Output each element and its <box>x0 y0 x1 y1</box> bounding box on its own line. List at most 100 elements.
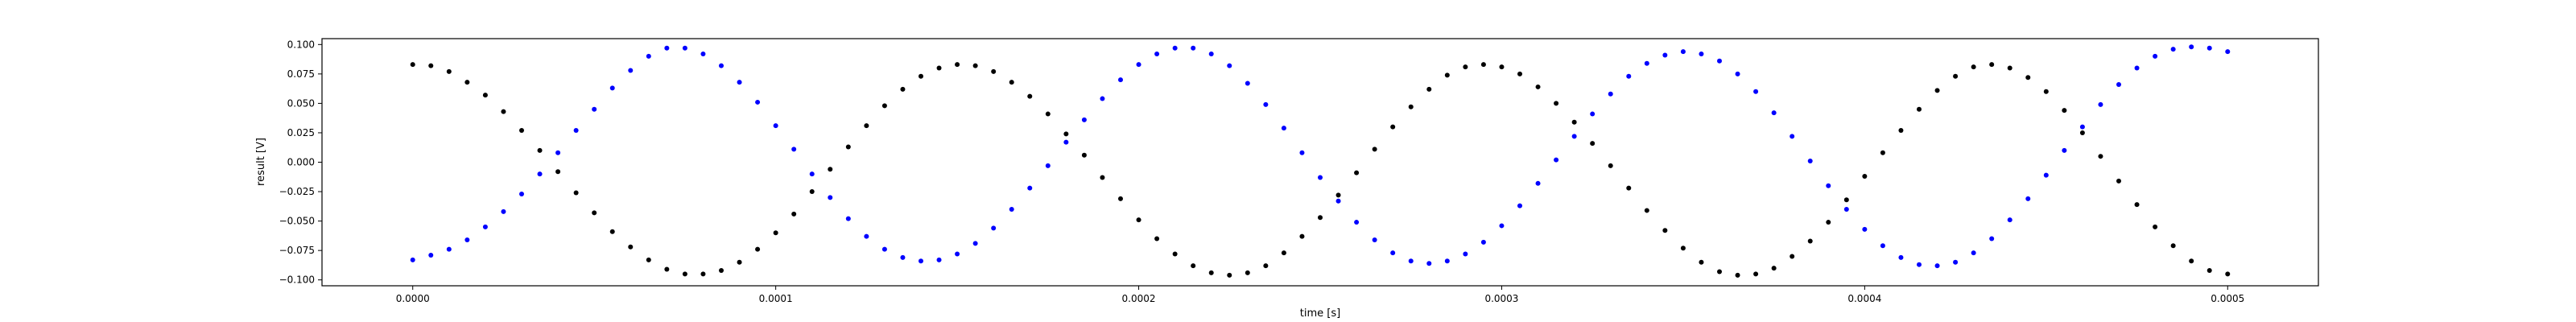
data-point <box>628 244 634 250</box>
data-point <box>1318 215 1323 221</box>
y-tick-label: −0.100 <box>279 275 315 286</box>
data-point <box>1880 243 1885 249</box>
x-tick-label: 0.0005 <box>2211 293 2244 304</box>
data-point <box>1499 64 1505 70</box>
data-point <box>936 257 942 262</box>
data-point <box>1100 175 1105 180</box>
data-point <box>955 62 960 68</box>
data-point <box>1100 96 1105 101</box>
data-point <box>2116 178 2121 184</box>
x-axis-title: time [s] <box>1300 308 1340 320</box>
data-point <box>1118 196 1123 201</box>
data-point <box>1717 58 1722 64</box>
y-tick-label: −0.025 <box>279 186 315 197</box>
data-point <box>1989 62 1995 68</box>
data-point <box>1390 250 1396 256</box>
data-point <box>573 190 579 196</box>
data-point <box>519 191 524 196</box>
data-point <box>1843 206 1849 212</box>
data-point <box>664 266 670 272</box>
data-point <box>1771 266 1777 271</box>
data-point <box>1517 71 1522 76</box>
data-point <box>2079 124 2085 130</box>
data-point <box>1608 91 1613 97</box>
data-point <box>2153 53 2158 59</box>
data-point <box>1136 62 1141 68</box>
data-point <box>1771 110 1777 116</box>
data-point <box>845 144 851 150</box>
data-point <box>2043 89 2049 94</box>
data-point <box>592 106 597 112</box>
data-point <box>1934 263 1940 269</box>
data-point <box>1063 131 1069 137</box>
data-point <box>1953 73 1959 79</box>
data-point <box>936 65 942 71</box>
data-point <box>1753 89 1759 94</box>
data-point <box>1590 111 1596 117</box>
data-point <box>2153 224 2158 229</box>
data-point <box>1971 64 1976 70</box>
data-point <box>1335 192 1341 198</box>
y-tick-label: −0.050 <box>279 216 315 227</box>
data-point <box>1898 254 1904 260</box>
data-point <box>1009 80 1014 85</box>
data-point <box>1390 124 1396 130</box>
data-point <box>1354 220 1360 225</box>
data-point <box>864 123 869 129</box>
data-point <box>1880 150 1885 155</box>
data-point <box>1934 88 1940 93</box>
y-tick-label: 0.050 <box>287 97 315 109</box>
data-point <box>1281 250 1286 256</box>
data-point <box>2225 49 2231 55</box>
data-point <box>1662 52 1668 58</box>
data-point <box>1227 272 1232 278</box>
data-point <box>845 216 851 221</box>
data-point <box>1245 270 1250 275</box>
data-point <box>2207 45 2212 51</box>
data-point <box>828 167 833 172</box>
data-point <box>2189 44 2194 50</box>
data-point <box>1699 52 1704 56</box>
data-point <box>773 123 778 129</box>
data-point <box>1281 126 1286 131</box>
data-point <box>1898 128 1904 134</box>
y-tick-label: 0.075 <box>287 68 315 80</box>
data-point <box>2170 47 2176 52</box>
data-point <box>1971 250 1976 256</box>
data-point <box>1318 175 1323 180</box>
data-point <box>464 80 470 85</box>
data-point <box>1299 150 1305 155</box>
data-point <box>809 171 815 177</box>
data-point <box>2007 65 2013 71</box>
y-tick-label: 0.000 <box>287 157 315 168</box>
data-point <box>719 268 724 273</box>
data-point <box>1426 261 1432 266</box>
data-point <box>1335 198 1341 204</box>
data-point <box>755 246 761 252</box>
data-point <box>410 62 415 68</box>
data-point <box>1826 220 1831 225</box>
data-point <box>1227 63 1232 68</box>
data-point <box>1590 141 1596 147</box>
data-point <box>919 73 923 79</box>
data-point <box>1081 117 1087 122</box>
data-point <box>537 171 543 177</box>
x-tick-label: 0.0002 <box>1122 293 1156 304</box>
data-point <box>628 68 634 73</box>
data-point <box>446 68 452 74</box>
data-point <box>501 208 506 214</box>
data-point <box>700 271 706 277</box>
data-point <box>1480 239 1486 245</box>
data-point <box>1245 80 1250 86</box>
data-point <box>1154 52 1160 56</box>
data-point <box>1699 259 1704 265</box>
data-point <box>1535 84 1541 89</box>
data-point <box>1953 259 1959 265</box>
data-point <box>682 271 687 277</box>
data-point <box>1644 208 1649 213</box>
data-point <box>1172 251 1178 257</box>
data-point <box>791 211 797 217</box>
data-point <box>864 233 869 239</box>
data-point <box>2098 101 2103 107</box>
data-point <box>519 128 524 134</box>
